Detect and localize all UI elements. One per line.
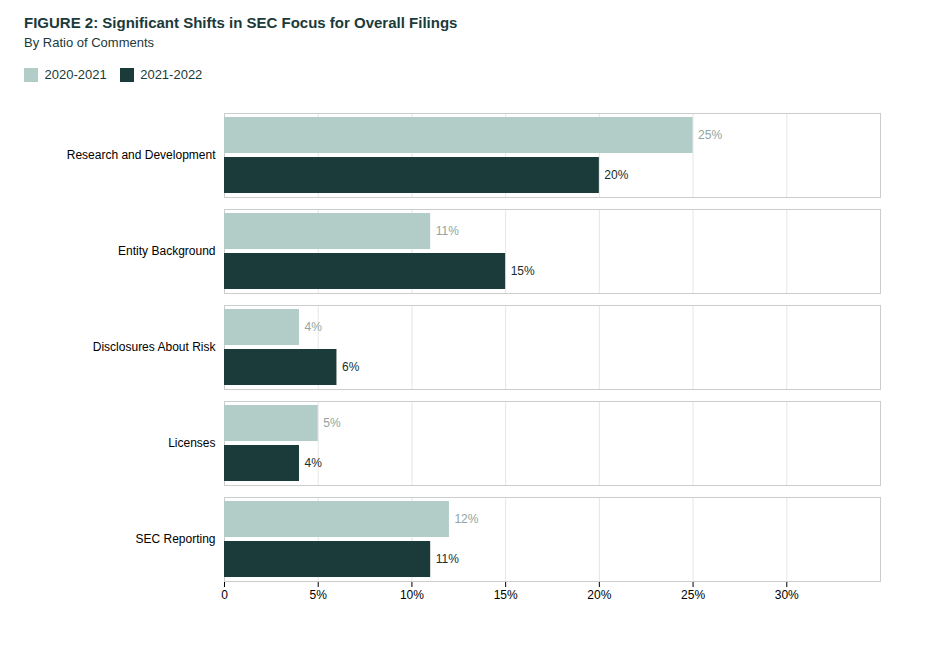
- svg-text:4%: 4%: [304, 320, 322, 334]
- svg-text:30%: 30%: [775, 588, 799, 602]
- svg-text:11%: 11%: [436, 552, 459, 566]
- svg-text:5%: 5%: [310, 588, 328, 602]
- svg-text:15%: 15%: [511, 264, 535, 278]
- html-text:2020-2021: 2020-2021: [44, 67, 107, 82]
- svg-text:11%: 11%: [436, 224, 459, 238]
- svg-text:6%: 6%: [342, 360, 360, 374]
- svg-text:0: 0: [221, 588, 228, 602]
- svg-text:Disclosures About Risk: Disclosures About Risk: [93, 340, 217, 354]
- svg-text:12%: 12%: [454, 512, 478, 526]
- svg-text:20%: 20%: [604, 168, 628, 182]
- svg-text:25%: 25%: [698, 128, 722, 142]
- svg-text:20%: 20%: [587, 588, 611, 602]
- html-text:By Ratio of Comments: By Ratio of Comments: [24, 35, 154, 50]
- svg-text:5%: 5%: [323, 416, 341, 430]
- svg-text:SEC Reporting: SEC Reporting: [135, 532, 215, 546]
- svg-text:Licenses: Licenses: [168, 436, 215, 450]
- svg-text:Research and Development: Research and Development: [67, 148, 216, 162]
- html-text:2021-2022: 2021-2022: [140, 67, 203, 82]
- svg-text:10%: 10%: [400, 588, 424, 602]
- svg-text:Entity Background: Entity Background: [118, 244, 215, 258]
- html-text:FIGURE 2: Significant Shifts i: FIGURE 2: Significant Shifts in SEC Focu…: [24, 14, 458, 31]
- svg-text:25%: 25%: [681, 588, 705, 602]
- svg-text:4%: 4%: [304, 456, 322, 470]
- svg-text:15%: 15%: [494, 588, 518, 602]
